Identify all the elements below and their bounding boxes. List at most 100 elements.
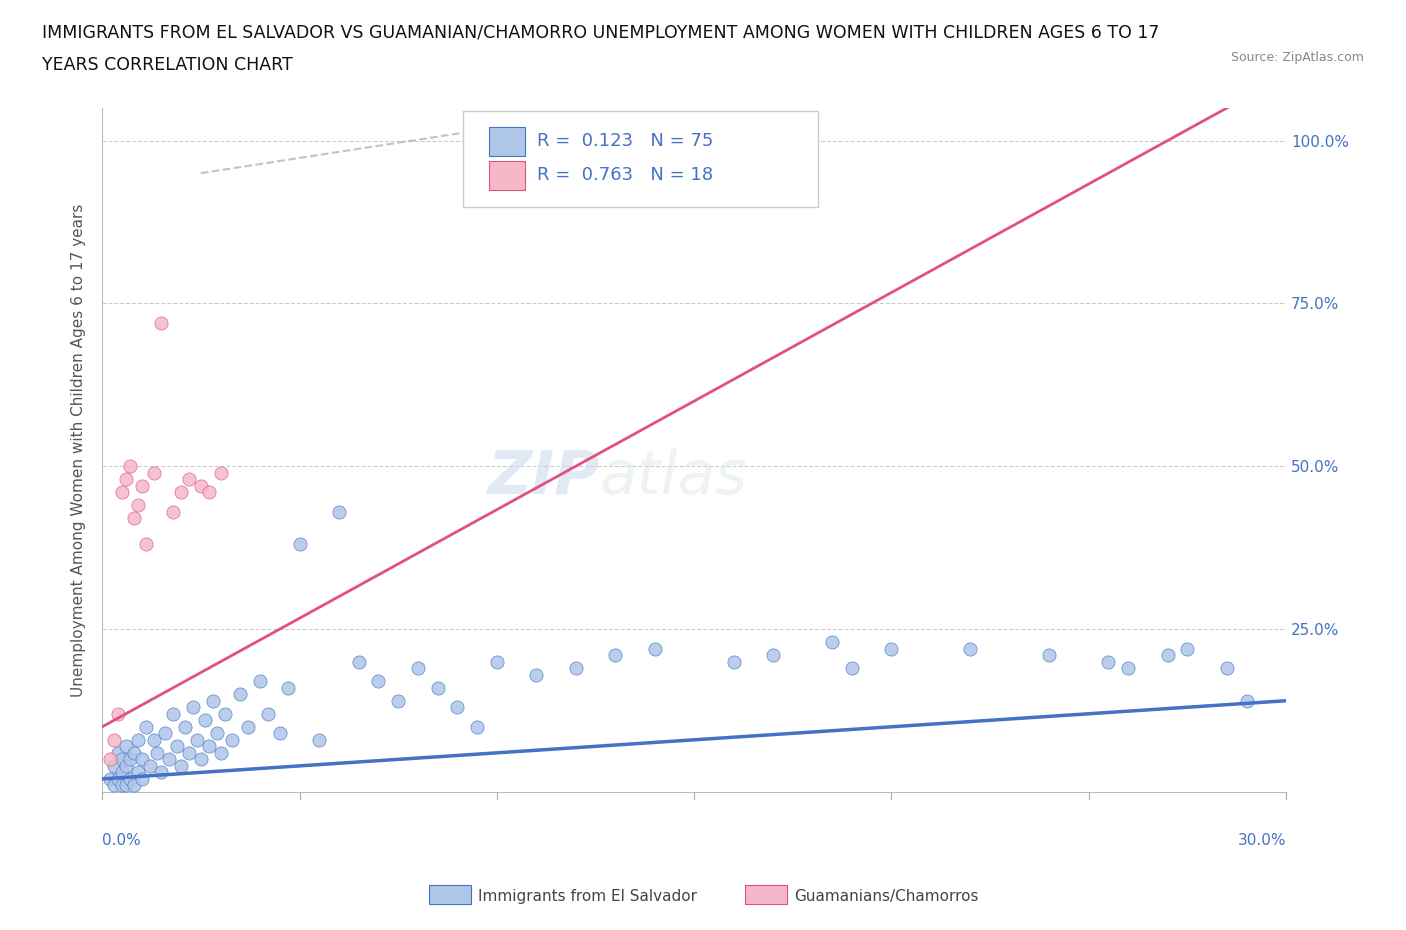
Point	[111, 752, 134, 767]
Point	[1038, 647, 1060, 662]
Point	[1216, 660, 1239, 675]
Point	[170, 759, 193, 774]
Point	[107, 706, 129, 721]
Point	[170, 485, 193, 499]
Point	[118, 772, 141, 787]
Point	[205, 726, 228, 741]
Point	[201, 693, 224, 708]
Text: R =  0.123   N = 75: R = 0.123 N = 75	[537, 132, 713, 150]
Point	[131, 478, 153, 493]
Point	[115, 759, 138, 774]
Point	[465, 720, 488, 735]
Point	[111, 485, 134, 499]
Text: R =  0.763   N = 18: R = 0.763 N = 18	[537, 166, 713, 184]
Point	[190, 752, 212, 767]
Point	[257, 706, 280, 721]
Point	[194, 712, 217, 727]
Point	[197, 739, 219, 754]
Point	[131, 752, 153, 767]
Point	[328, 504, 350, 519]
Text: IMMIGRANTS FROM EL SALVADOR VS GUAMANIAN/CHAMORRO UNEMPLOYMENT AMONG WOMEN WITH : IMMIGRANTS FROM EL SALVADOR VS GUAMANIAN…	[42, 23, 1160, 41]
Text: Guamanians/Chamorros: Guamanians/Chamorros	[794, 889, 979, 904]
Text: 0.0%: 0.0%	[103, 833, 141, 848]
Bar	[489, 161, 524, 190]
Point	[190, 478, 212, 493]
Text: atlas: atlas	[599, 448, 747, 507]
Point	[150, 315, 173, 330]
Point	[277, 680, 299, 695]
Point	[197, 485, 219, 499]
Point	[122, 778, 145, 793]
Point	[209, 465, 232, 480]
Point	[103, 778, 125, 793]
Point	[127, 765, 149, 780]
FancyBboxPatch shape	[463, 112, 818, 207]
Point	[841, 660, 863, 675]
Point	[1156, 647, 1178, 662]
Point	[959, 641, 981, 656]
Point	[209, 746, 232, 761]
Point	[142, 465, 165, 480]
Point	[762, 647, 785, 662]
Point	[162, 706, 184, 721]
Point	[115, 472, 138, 486]
Point	[131, 772, 153, 787]
Point	[221, 733, 243, 748]
Point	[1116, 660, 1139, 675]
Point	[107, 772, 129, 787]
Point	[162, 504, 184, 519]
Point	[186, 733, 208, 748]
Text: Source: ZipAtlas.com: Source: ZipAtlas.com	[1230, 51, 1364, 64]
Point	[138, 759, 160, 774]
Point	[605, 647, 627, 662]
Point	[229, 686, 252, 701]
Point	[115, 778, 138, 793]
Point	[142, 733, 165, 748]
Point	[269, 726, 291, 741]
Y-axis label: Unemployment Among Women with Children Ages 6 to 17 years: Unemployment Among Women with Children A…	[72, 204, 86, 697]
Point	[821, 634, 844, 649]
Point	[214, 706, 236, 721]
Point	[150, 765, 173, 780]
Point	[98, 772, 121, 787]
Point	[387, 693, 409, 708]
Point	[347, 654, 370, 669]
Point	[157, 752, 180, 767]
Point	[107, 746, 129, 761]
Bar	[489, 127, 524, 156]
Point	[103, 733, 125, 748]
Point	[166, 739, 188, 754]
Point	[111, 765, 134, 780]
Point	[406, 660, 429, 675]
Point	[103, 759, 125, 774]
Point	[127, 498, 149, 512]
Point	[446, 699, 468, 714]
Point	[723, 654, 745, 669]
Point	[308, 733, 330, 748]
Point	[135, 720, 157, 735]
Point	[118, 752, 141, 767]
Point	[426, 680, 449, 695]
Text: 30.0%: 30.0%	[1237, 833, 1286, 848]
Point	[485, 654, 508, 669]
Point	[118, 458, 141, 473]
Point	[127, 733, 149, 748]
Point	[177, 472, 200, 486]
Point	[367, 673, 389, 688]
Text: Immigrants from El Salvador: Immigrants from El Salvador	[478, 889, 697, 904]
Point	[177, 746, 200, 761]
Point	[288, 537, 311, 551]
Point	[1175, 641, 1198, 656]
Point	[146, 746, 169, 761]
Point	[564, 660, 586, 675]
Point	[98, 752, 121, 767]
Point	[115, 739, 138, 754]
Text: YEARS CORRELATION CHART: YEARS CORRELATION CHART	[42, 56, 292, 73]
Point	[1097, 654, 1119, 669]
Point	[155, 726, 177, 741]
Point	[122, 746, 145, 761]
Point	[174, 720, 197, 735]
Point	[181, 699, 204, 714]
Point	[644, 641, 666, 656]
Point	[111, 778, 134, 793]
